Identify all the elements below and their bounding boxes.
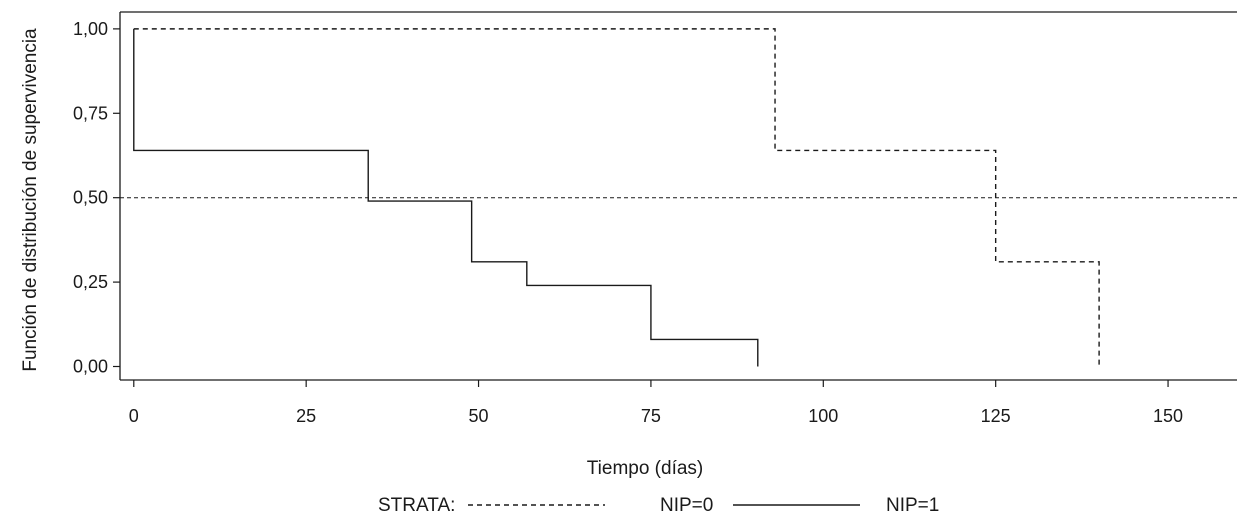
x-tick-label: 25 [296,406,316,426]
y-tick-label: 0,00 [73,356,108,376]
x-axis-title: Tiempo (días) [587,458,704,479]
y-tick-label: 0,75 [73,103,108,123]
x-tick-label: 75 [641,406,661,426]
x-tick-label: 150 [1153,406,1183,426]
legend-title: STRATA: [378,495,455,516]
x-tick-label: 50 [469,406,489,426]
legend-label-nip0: NIP=0 [660,495,713,516]
y-axis-title: Función de distribución de supervivencia [20,28,41,372]
y-tick-label: 0,25 [73,272,108,292]
y-tick-label: 0,50 [73,188,108,208]
plot-frame [119,11,1237,381]
legend-label-nip1: NIP=1 [886,495,939,516]
series-line-nip0 [133,28,1100,367]
x-tick-label: 125 [981,406,1011,426]
x-tick-label: 100 [808,406,838,426]
x-tick-label: 0 [129,406,139,426]
y-tick-label: 1,00 [73,19,108,39]
legend: STRATA: NIP=0 NIP=1 [378,495,939,516]
axes-layer: 0 25 50 75 100 125 150 0,00 0,25 0,50 0,75 1,00 [73,19,1183,426]
series-line-nip1 [133,28,759,367]
series-layer [133,28,1100,367]
